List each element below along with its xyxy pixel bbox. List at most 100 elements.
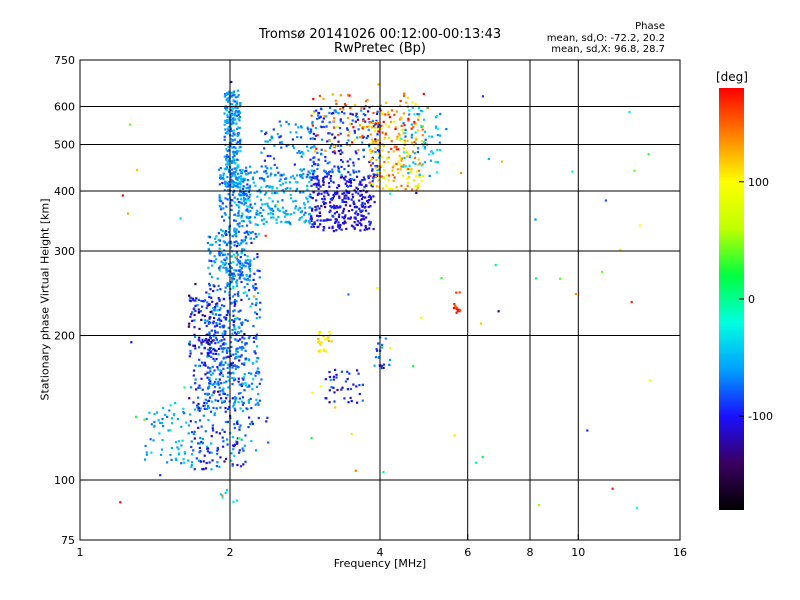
scatter-point (221, 401, 224, 404)
scatter-point (301, 176, 304, 180)
scatter-point (322, 229, 325, 232)
scatter-point (386, 157, 389, 160)
scatter-point (233, 213, 237, 216)
scatter-point (194, 364, 197, 367)
scatter-point (196, 405, 199, 408)
scatter-point (259, 301, 262, 304)
scatter-point (225, 256, 228, 259)
scatter-point (261, 203, 264, 206)
scatter-point (229, 354, 232, 357)
scatter-point (188, 355, 191, 358)
scatter-point (380, 364, 383, 367)
scatter-point (244, 460, 247, 463)
scatter-point (250, 420, 253, 423)
scatter-point (250, 439, 253, 443)
scatter-point (245, 215, 248, 218)
scatter-point (221, 202, 224, 205)
scatter-point (225, 268, 229, 271)
scatter-point (232, 448, 235, 451)
scatter-point (361, 383, 364, 386)
scatter-point (270, 172, 273, 175)
scatter-point (313, 162, 316, 165)
scatter-point (218, 299, 221, 303)
scatter-point (202, 300, 205, 303)
scatter-point (353, 131, 356, 134)
scatter-point (285, 209, 288, 212)
scatter-point (255, 302, 258, 305)
scatter-point (328, 121, 331, 124)
scatter-point (221, 494, 224, 497)
scatter-point (239, 103, 242, 106)
scatter-point (269, 174, 272, 177)
scatter-point (431, 135, 434, 138)
scatter-point (353, 216, 356, 219)
scatter-point (218, 239, 222, 242)
scatter-point (233, 269, 236, 272)
scatter-point (212, 372, 215, 375)
scatter-cluster (317, 330, 333, 353)
scatter-cluster (217, 165, 252, 291)
scatter-point (254, 304, 257, 307)
scatter-point (321, 197, 324, 201)
scatter-point (311, 223, 314, 226)
scatter-point (240, 330, 243, 333)
scatter-point (235, 181, 238, 184)
scatter-point (372, 227, 375, 231)
scatter-point (371, 119, 374, 122)
scatter-point (328, 139, 331, 142)
scatter-point (367, 110, 370, 113)
scatter-point (215, 336, 218, 339)
scatter-point (379, 109, 382, 112)
scatter-point (223, 138, 226, 141)
scatter-point (176, 418, 179, 421)
scatter-point (234, 315, 237, 318)
scatter-point (319, 115, 322, 118)
scatter-point (217, 297, 220, 300)
scatter-point (400, 159, 403, 162)
scatter-point (219, 314, 222, 317)
scatter-point (383, 160, 386, 164)
scatter-point (350, 198, 353, 201)
scatter-point (217, 232, 220, 235)
scatter-point (232, 184, 235, 187)
scatter-point (287, 213, 290, 216)
scatter-point (386, 110, 389, 113)
scatter-point (375, 121, 378, 124)
scatter-point (266, 184, 269, 188)
scatter-point (351, 141, 354, 144)
scatter-point (352, 383, 355, 386)
scatter-point (395, 186, 398, 189)
scatter-point (202, 414, 205, 417)
scatter-point (392, 150, 395, 153)
scatter-point (239, 169, 242, 172)
scatter-point (369, 222, 372, 225)
scatter-cluster (187, 283, 220, 358)
y-tick-label: 400 (54, 185, 75, 198)
scatter-point (240, 384, 243, 388)
scatter-point (200, 361, 204, 364)
scatter-point (363, 228, 366, 231)
scatter-point (339, 107, 342, 111)
scatter-point (293, 163, 296, 166)
scatter-point (235, 235, 238, 238)
scatter-point (361, 127, 364, 130)
scatter-point (231, 397, 234, 400)
scatter-point (255, 235, 258, 238)
scatter-point (289, 193, 292, 196)
scatter-point (418, 175, 421, 178)
scatter-point (434, 116, 438, 119)
scatter-point (311, 164, 314, 167)
scatter-point (320, 108, 323, 111)
scatter-point (243, 248, 246, 251)
scatter-point (248, 220, 251, 223)
scatter-point (244, 434, 247, 437)
scatter-point (234, 106, 237, 109)
scatter-point (243, 198, 246, 201)
scatter-point (198, 327, 201, 330)
scatter-point (350, 400, 353, 403)
scatter-point (249, 171, 252, 174)
scatter-point (222, 174, 225, 177)
scatter-point (330, 206, 333, 209)
scatter-point (237, 261, 240, 264)
scatter-point (239, 201, 242, 204)
